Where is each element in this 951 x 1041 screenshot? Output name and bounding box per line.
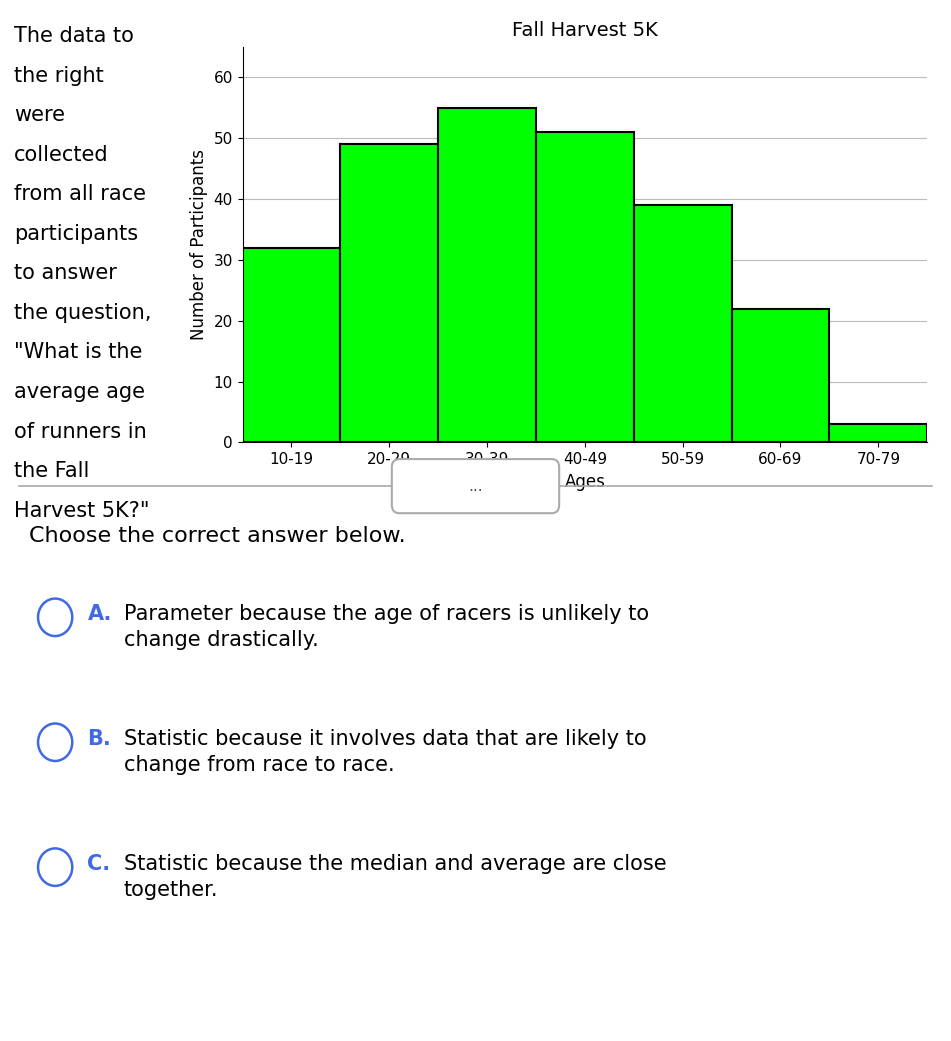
Text: to answer: to answer [14, 263, 117, 283]
X-axis label: Ages: Ages [565, 473, 605, 490]
Text: B.: B. [87, 729, 111, 748]
Text: the Fall: the Fall [14, 461, 89, 481]
Text: average age: average age [14, 382, 146, 402]
Text: Choose the correct answer below.: Choose the correct answer below. [29, 526, 405, 545]
Bar [829, 424, 927, 442]
Text: the question,: the question, [14, 303, 151, 323]
Title: Fall Harvest 5K: Fall Harvest 5K [512, 21, 658, 40]
Bar [243, 248, 340, 442]
Bar [438, 107, 536, 442]
Text: the right: the right [14, 66, 104, 85]
Text: Statistic because it involves data that are likely to
change from race to race.: Statistic because it involves data that … [124, 729, 647, 776]
Y-axis label: Number of Participants: Number of Participants [190, 149, 208, 340]
Text: were: were [14, 105, 66, 125]
Bar [731, 308, 829, 442]
Text: from all race: from all race [14, 184, 146, 204]
Text: Harvest 5K?": Harvest 5K?" [14, 501, 149, 520]
Text: participants: participants [14, 224, 139, 244]
Text: Statistic because the median and average are close
together.: Statistic because the median and average… [124, 854, 667, 900]
Text: C.: C. [87, 854, 110, 873]
Text: Parameter because the age of racers is unlikely to
change drastically.: Parameter because the age of racers is u… [124, 604, 649, 651]
Text: The data to: The data to [14, 26, 134, 46]
Bar [536, 132, 633, 442]
Bar [633, 205, 731, 442]
Text: A.: A. [87, 604, 112, 624]
Text: ...: ... [468, 479, 483, 493]
Text: of runners in: of runners in [14, 422, 147, 441]
Text: "What is the: "What is the [14, 342, 143, 362]
Bar [340, 145, 438, 442]
Text: collected: collected [14, 145, 109, 164]
